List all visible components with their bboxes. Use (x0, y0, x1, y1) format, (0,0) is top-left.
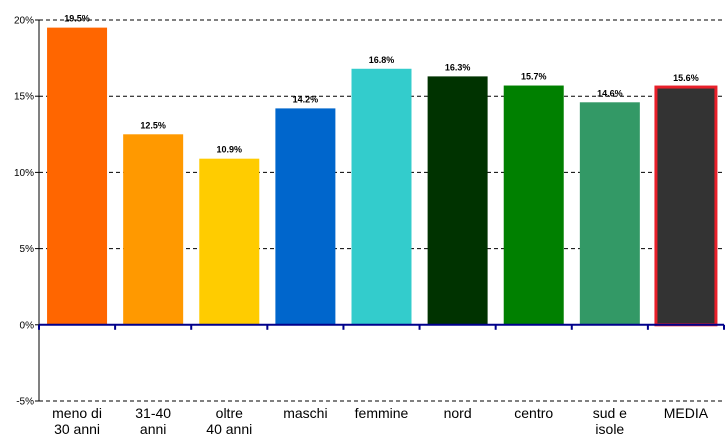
x-tick-label: anni (140, 421, 166, 437)
x-tick-label: maschi (283, 405, 327, 421)
data-label: 14.6% (597, 88, 623, 98)
x-tick-label: isole (595, 421, 624, 437)
data-label: 19.5% (64, 14, 90, 24)
bar (654, 85, 718, 327)
x-tick-label: meno di (52, 405, 102, 421)
y-tick-label: -5% (16, 397, 34, 408)
y-tick-label: 20% (14, 16, 34, 27)
x-tick-label: sud e (593, 405, 627, 421)
bar (427, 76, 488, 325)
bar (275, 108, 336, 325)
bar (503, 85, 564, 325)
data-label: 16.3% (445, 62, 471, 72)
data-label: 16.8% (369, 55, 395, 65)
y-tick-label: 0% (20, 320, 35, 331)
y-tick-label: 10% (14, 168, 34, 179)
x-tick-label: centro (514, 405, 553, 421)
data-label: 15.6% (673, 73, 699, 83)
bar (351, 68, 412, 325)
bar (199, 158, 260, 325)
data-label: 15.7% (521, 72, 547, 82)
x-tick-label: 31-40 (135, 405, 171, 421)
x-tick-label: 40 anni (206, 421, 252, 437)
x-tick-label: 30 anni (54, 421, 100, 437)
bar (47, 27, 108, 325)
y-tick-label: 15% (14, 92, 34, 103)
data-label: 10.9% (217, 145, 243, 155)
x-tick-label: MEDIA (664, 405, 709, 421)
y-tick-label: 5% (20, 244, 35, 255)
data-label: 14.2% (293, 94, 319, 104)
x-tick-label: nord (444, 405, 472, 421)
x-tick-label: oltre (216, 405, 243, 421)
x-tick-label: femmine (355, 405, 409, 421)
bar (123, 134, 184, 325)
data-label: 12.5% (140, 120, 166, 130)
bar (579, 102, 640, 325)
